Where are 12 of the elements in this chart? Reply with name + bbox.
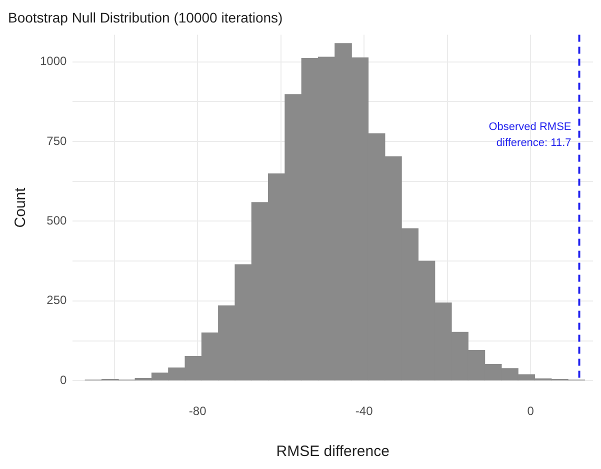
y-tick-label: 250 <box>46 293 68 308</box>
x-axis-title: RMSE difference <box>276 443 390 460</box>
y-axis-title: Count <box>12 186 30 228</box>
x-tick-label: -40 <box>355 404 374 418</box>
y-tick-label: 750 <box>46 134 68 148</box>
y-tick-label: 0 <box>60 372 68 387</box>
y-tick-label: 500 <box>46 214 68 228</box>
x-tick-label: -80 <box>188 404 207 418</box>
y-tick-label: 1000 <box>40 54 68 68</box>
chart-title: Bootstrap Null Distribution (10000 iterations) <box>8 9 283 26</box>
ref-line-label: Observed RMSE difference: 11.7 <box>488 120 572 149</box>
x-tick-label: 0 <box>527 404 534 418</box>
